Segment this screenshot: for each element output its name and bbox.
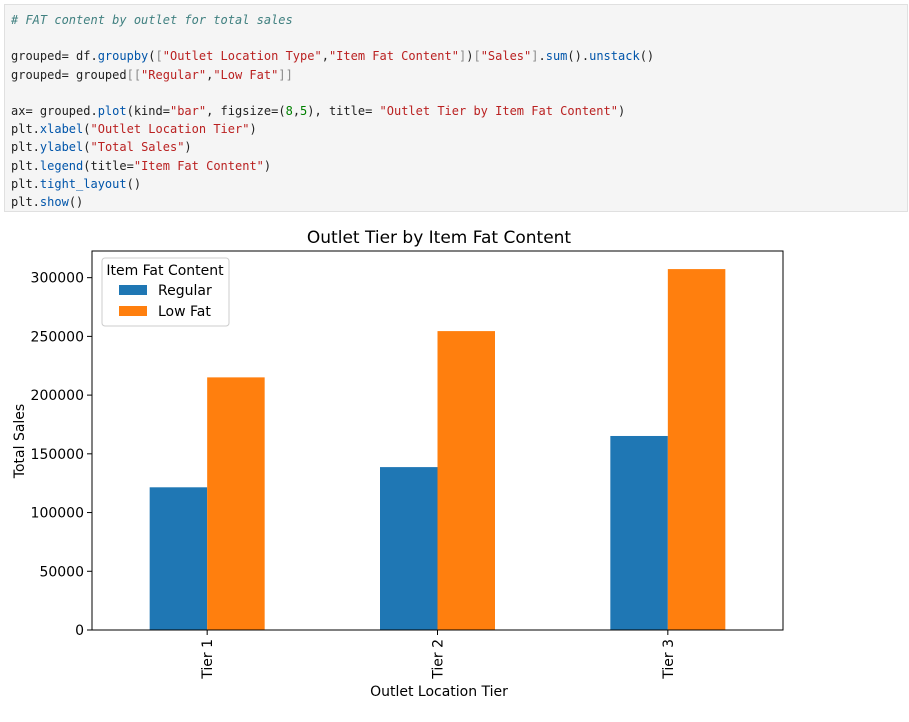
code-token: 5 xyxy=(300,103,308,118)
bar-regular-tier-3 xyxy=(610,435,668,630)
code-token: (kind= xyxy=(126,103,170,118)
code-token: "Sales" xyxy=(480,49,532,64)
y-tick-label: 150000 xyxy=(31,447,84,463)
code-token: sum xyxy=(545,49,568,64)
y-tick-label: 100000 xyxy=(31,506,84,522)
code-line: plt.show() xyxy=(11,193,907,211)
code-token: ax= grouped. xyxy=(11,103,98,118)
code-token: "bar" xyxy=(169,103,207,118)
legend-label-regular: Regular xyxy=(158,283,212,299)
y-tick-label: 200000 xyxy=(31,388,84,404)
code-token: tight_layout xyxy=(39,176,127,191)
code-line: # FAT content by outlet for total sales xyxy=(11,11,907,29)
code-token: [[ xyxy=(126,67,142,82)
code-token: plot xyxy=(97,103,127,118)
y-axis-label: Total Sales xyxy=(12,404,28,479)
code-token: , xyxy=(321,49,329,64)
code-line: grouped= df.groupby(["Outlet Location Ty… xyxy=(11,47,907,65)
y-tick-label: 250000 xyxy=(31,329,84,345)
bar-regular-tier-2 xyxy=(380,467,438,630)
legend-label-low-fat: Low Fat xyxy=(158,304,211,320)
code-token: [ xyxy=(155,49,163,64)
bar-low-fat-tier-3 xyxy=(667,269,726,630)
code-token: ), title= xyxy=(307,103,380,118)
x-tick-label: Tier 2 xyxy=(431,639,447,680)
code-token: , xyxy=(292,103,301,118)
code-token: . xyxy=(538,49,546,64)
legend: Item Fat Content Regular Low Fat xyxy=(101,257,230,327)
bar-low-fat-tier-1 xyxy=(207,377,265,630)
code-line: plt.xlabel("Outlet Location Tier") xyxy=(11,120,907,138)
code-token: "Outlet Tier by Item Fat Content" xyxy=(379,103,618,118)
code-token: ) xyxy=(466,49,474,64)
code-token: grouped= grouped xyxy=(11,67,127,82)
code-token: plt. xyxy=(11,194,40,209)
code-token: legend xyxy=(39,158,84,173)
code-token: plt. xyxy=(11,140,40,155)
code-token: show xyxy=(39,194,69,209)
code-line: plt.ylabel("Total Sales") xyxy=(11,138,907,156)
code-token: (). xyxy=(567,49,590,64)
code-token: "Item Fat Content" xyxy=(328,49,459,64)
code-token: "Outlet Location Tier" xyxy=(90,122,250,137)
bars-group xyxy=(149,269,726,630)
code-editor[interactable]: # FAT content by outlet for total sales … xyxy=(5,5,907,211)
code-token: "Low Fat" xyxy=(213,67,279,82)
code-token: ) xyxy=(263,158,272,173)
legend-swatch-regular xyxy=(119,285,147,295)
code-line xyxy=(11,29,907,47)
y-tick-label: 50000 xyxy=(39,564,84,580)
code-token: () xyxy=(126,176,142,191)
code-token: () xyxy=(639,49,655,64)
legend-swatch-low-fat xyxy=(119,306,147,316)
x-axis-label: Outlet Location Tier xyxy=(370,684,508,700)
code-line xyxy=(11,84,907,102)
bar-chart: Outlet Tier by Item Fat Content 0 50000 10… xyxy=(12,228,784,700)
chart-title: Outlet Tier by Item Fat Content xyxy=(307,228,572,248)
code-token: "Item Fat Content" xyxy=(133,158,264,173)
code-token: ] xyxy=(458,49,467,64)
code-token: ) xyxy=(617,103,626,118)
code-token: "Outlet Location Type" xyxy=(162,49,322,64)
code-token: ( xyxy=(83,122,91,137)
code-token: (title= xyxy=(83,158,134,173)
code-token: ( xyxy=(83,140,91,155)
code-token: "Total Sales" xyxy=(90,140,185,155)
code-token: ] xyxy=(531,49,539,64)
x-axis: Tier 1 Tier 2 Tier 3 xyxy=(200,630,677,680)
y-tick-label: 300000 xyxy=(31,271,84,287)
code-token: groupby xyxy=(97,49,149,64)
code-token: () xyxy=(68,194,84,209)
code-token: , figsize=( xyxy=(206,103,286,118)
y-axis: 0 50000 100000 150000 200000 250000 300000 xyxy=(31,271,92,639)
legend-title: Item Fat Content xyxy=(106,263,224,279)
code-token: "Regular" xyxy=(141,67,207,82)
code-token: ]] xyxy=(278,67,293,82)
code-cell[interactable]: # FAT content by outlet for total sales … xyxy=(4,4,908,212)
code-comment: # FAT content by outlet for total sales xyxy=(11,13,293,27)
x-tick-label: Tier 1 xyxy=(200,639,216,680)
code-token: [ xyxy=(473,49,481,64)
code-token: 8 xyxy=(285,103,293,118)
plot-frame xyxy=(91,250,784,631)
code-token: ( xyxy=(148,49,156,64)
code-token: ) xyxy=(249,122,257,137)
bar-low-fat-tier-2 xyxy=(437,331,495,630)
code-token: grouped= df. xyxy=(11,49,98,64)
code-token: plt. xyxy=(11,176,40,191)
code-token: plt. xyxy=(11,122,40,137)
code-token: , xyxy=(206,67,214,82)
x-tick-label: Tier 3 xyxy=(661,639,677,680)
code-line: grouped= grouped[["Regular","Low Fat"]] xyxy=(11,66,907,84)
code-token: unstack xyxy=(589,49,640,64)
code-line: plt.tight_layout() xyxy=(11,175,907,193)
y-tick-label: 0 xyxy=(75,623,84,639)
code-token: ylabel xyxy=(39,140,84,155)
code-line: plt.legend(title="Item Fat Content") xyxy=(11,157,907,175)
code-line: ax= grouped.plot(kind="bar", figsize=(8,… xyxy=(11,102,907,120)
code-token: plt. xyxy=(11,158,40,173)
bar-regular-tier-1 xyxy=(149,487,208,630)
code-token: xlabel xyxy=(39,122,84,137)
code-token: ) xyxy=(184,140,192,155)
